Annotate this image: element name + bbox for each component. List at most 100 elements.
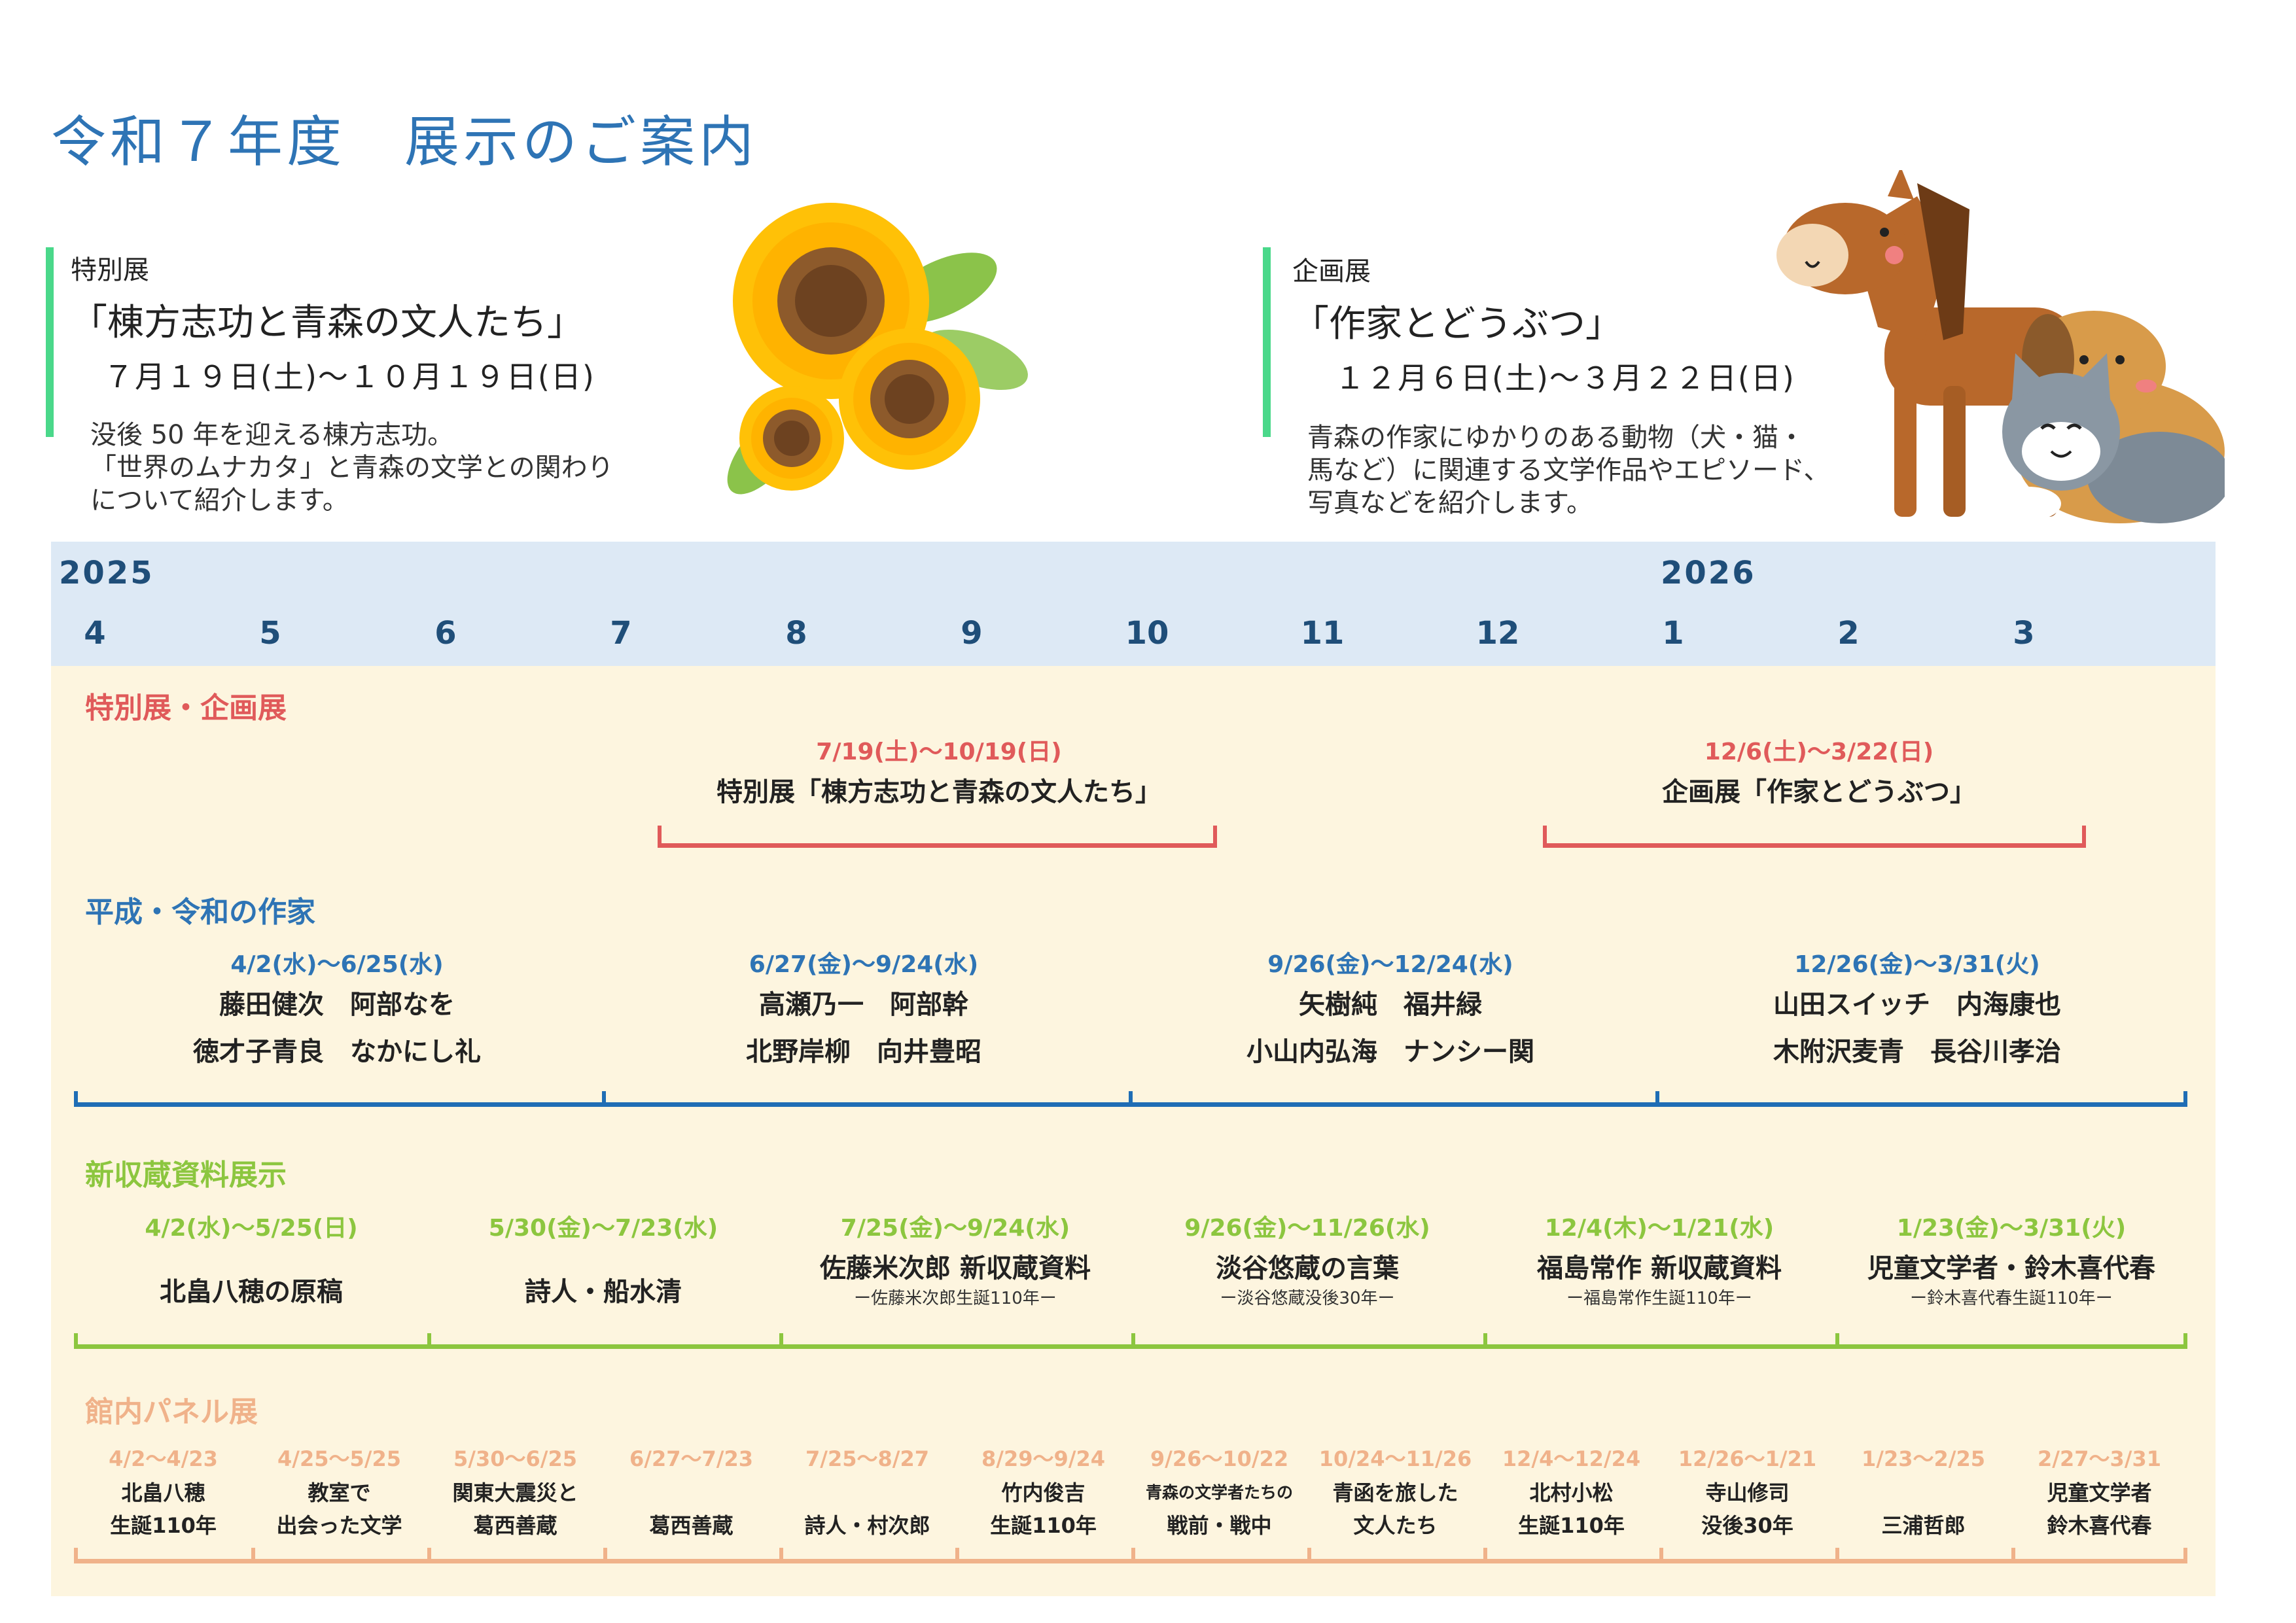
panel-tick bbox=[779, 1548, 783, 1563]
segment-line: 生誕110年 bbox=[110, 1513, 217, 1538]
authors-tick bbox=[2183, 1091, 2187, 1107]
sunflower-illustration bbox=[727, 203, 1028, 495]
authors-tick bbox=[1655, 1091, 1659, 1107]
panel-segment: 5/30～6/25 関東大震災と 葛西善蔵 bbox=[427, 1442, 603, 1542]
segment-title: 福島常作 新収蔵資料 bbox=[1537, 1253, 1782, 1283]
segment-authors-line: 矢樹純 福井緑 bbox=[1299, 990, 1482, 1020]
segment-subtitle: ー福島常作生誕110年ー bbox=[1566, 1289, 1752, 1308]
segment-line: 北畠八穂 bbox=[121, 1480, 205, 1505]
segment-authors-line: 木附沢麦青 長谷川孝治 bbox=[1773, 1037, 2061, 1067]
panel-tick bbox=[427, 1548, 431, 1563]
authors-segment: 9/26(金)～12/24(水) 矢樹純 福井緑 小山内弘海 ナンシー関 bbox=[1129, 945, 1652, 1077]
segment-date: 6/27(金)～9/24(水) bbox=[749, 951, 979, 978]
special-desc-line: について紹介します。 bbox=[90, 485, 349, 515]
segment-date: 7/25～8/27 bbox=[805, 1446, 929, 1471]
special-desc-line: 没後 50 年を迎える棟方志功。 bbox=[90, 420, 454, 450]
segment-line: 生誕110年 bbox=[990, 1513, 1097, 1538]
segment-title: 詩人・船水清 bbox=[525, 1277, 682, 1307]
segment-title: 淡谷悠蔵の言葉 bbox=[1216, 1253, 1399, 1283]
panel-timeline-line bbox=[74, 1559, 2187, 1563]
planned-period-bracket bbox=[1543, 826, 2086, 848]
planned-exhibit-description: 青森の作家にゆかりのある動物（犬・猫・ 馬など）に関連する文学作品やエピソード、… bbox=[1307, 421, 1829, 519]
panel-segment: 4/2～4/23 北畠八穂 生誕110年 bbox=[75, 1442, 251, 1542]
segment-date: 5/30～6/25 bbox=[453, 1446, 577, 1471]
segment-date: 6/27～7/23 bbox=[629, 1446, 753, 1471]
segment-line: 生誕110年 bbox=[1518, 1513, 1625, 1538]
year-label-2026: 2026 bbox=[1661, 555, 1756, 591]
planned-kind-label: 企画展 bbox=[1292, 256, 1371, 287]
segment-date: 9/26～10/22 bbox=[1150, 1446, 1289, 1471]
segment-line: 文人たち bbox=[1353, 1513, 1438, 1538]
special-accent-bar bbox=[46, 247, 54, 437]
page-title: 令和７年度 展示のご案内 bbox=[51, 110, 758, 174]
special-segment: 7/19(土)～10/19(日) 特別展「棟方志功と青森の文人たち」 bbox=[661, 733, 1217, 818]
segment-line: 葛西善蔵 bbox=[473, 1513, 557, 1538]
segment-line: 北村小松 bbox=[1529, 1480, 1614, 1505]
planned-accent-bar bbox=[1263, 247, 1271, 437]
new-acq-tick bbox=[2183, 1333, 2187, 1349]
segment-date: 4/2(水)～6/25(水) bbox=[230, 951, 444, 978]
segment-authors-line: 高瀬乃一 阿部幹 bbox=[759, 990, 968, 1020]
segment-date: 2/27～3/31 bbox=[2038, 1446, 2161, 1471]
panel-tick bbox=[2011, 1548, 2015, 1563]
segment-date: 12/26～1/21 bbox=[1678, 1446, 1817, 1471]
segment-title: 児童文学者・鈴木喜代春 bbox=[1867, 1253, 2155, 1283]
segment-date: 5/30(金)～7/23(水) bbox=[488, 1215, 718, 1242]
new-acq-timeline-line bbox=[74, 1344, 2187, 1349]
segment-line: 寺山修司 bbox=[1705, 1480, 1790, 1505]
panel-segment: 6/27～7/23 葛西善蔵 bbox=[603, 1442, 779, 1542]
panel-tick bbox=[1659, 1548, 1663, 1563]
panel-segment: 12/4～12/24 北村小松 生誕110年 bbox=[1483, 1442, 1659, 1542]
segment-date: 7/19(土)～10/19(日) bbox=[816, 739, 1062, 765]
month-label: 1 bbox=[1662, 615, 1684, 652]
segment-line: 児童文学者 bbox=[2047, 1480, 2152, 1505]
panel-segment: 1/23～2/25 三浦哲郎 bbox=[1835, 1442, 2011, 1542]
month-label: 5 bbox=[259, 615, 281, 652]
segment-subtitle: ー鈴木喜代春生誕110年ー bbox=[1910, 1289, 2113, 1308]
new-acq-segment: 7/25(金)～9/24(水) 佐藤米次郎 新収蔵資料 ー佐藤米次郎生誕110年… bbox=[779, 1209, 1131, 1309]
segment-date: 4/25～5/25 bbox=[277, 1446, 401, 1471]
segment-line: 青森の文学者たちの bbox=[1145, 1483, 1293, 1502]
month-label: 10 bbox=[1125, 615, 1169, 652]
planned-exhibit-dates: １２月６日(土)～３月２２日(日) bbox=[1335, 360, 1795, 396]
segment-line: 青函を旅した bbox=[1332, 1480, 1458, 1505]
segment-line: 竹内俊吉 bbox=[1001, 1480, 1086, 1505]
segment-line: 没後30年 bbox=[1701, 1513, 1793, 1538]
year-label-2025: 2025 bbox=[59, 555, 154, 591]
special-kind-label: 特別展 bbox=[71, 255, 149, 285]
new-acq-segment: 4/2(水)～5/25(日) 北畠八穂の原稿 bbox=[75, 1209, 427, 1318]
month-label: 2 bbox=[1837, 615, 1860, 652]
segment-authors-line: 小山内弘海 ナンシー関 bbox=[1246, 1037, 1534, 1067]
authors-tick bbox=[602, 1091, 606, 1107]
timeline-month-header bbox=[51, 542, 2216, 666]
panel-tick bbox=[1307, 1548, 1311, 1563]
panel-segment: 7/25～8/27 詩人・村次郎 bbox=[779, 1442, 955, 1542]
segment-line bbox=[603, 1476, 779, 1509]
cat-icon bbox=[1996, 353, 2225, 523]
animals-illustration bbox=[1776, 170, 2225, 523]
segment-date: 4/2～4/23 bbox=[109, 1446, 218, 1471]
segment-date: 7/25(金)～9/24(水) bbox=[840, 1215, 1070, 1242]
segment-line: 出会った文学 bbox=[276, 1513, 402, 1538]
panel-tick bbox=[603, 1548, 607, 1563]
panel-tick bbox=[2183, 1548, 2187, 1563]
new-acq-tick bbox=[427, 1333, 431, 1349]
segment-date: 1/23(金)～3/31(火) bbox=[1896, 1215, 2127, 1242]
special-desc-line: 「世界のムナカタ」と青森の文学との関わり bbox=[90, 453, 614, 483]
segment-line: 関東大震災と bbox=[452, 1480, 578, 1505]
month-label: 11 bbox=[1300, 615, 1345, 652]
panel-segment: 2/27～3/31 児童文学者 鈴木喜代春 bbox=[2011, 1442, 2187, 1542]
special-exhibit-name: 「棟方志功と青森の文人たち」 bbox=[71, 302, 584, 344]
panel-tick bbox=[74, 1548, 78, 1563]
panel-tick bbox=[1483, 1548, 1487, 1563]
new-acq-segment: 9/26(金)～11/26(水) 淡谷悠蔵の言葉 ー淡谷悠蔵没後30年ー bbox=[1131, 1209, 1483, 1309]
month-label: 3 bbox=[2013, 615, 2035, 652]
new-acq-segment: 12/4(木)～1/21(水) 福島常作 新収蔵資料 ー福島常作生誕110年ー bbox=[1483, 1209, 1835, 1309]
segment-subtitle: ー佐藤米次郎生誕110年ー bbox=[854, 1289, 1057, 1308]
segment-date: 4/2(水)～5/25(日) bbox=[145, 1215, 358, 1242]
panel-tick bbox=[955, 1548, 959, 1563]
segment-date: 12/4～12/24 bbox=[1502, 1446, 1641, 1471]
segment-subtitle: ー淡谷悠蔵没後30年ー bbox=[1220, 1289, 1395, 1308]
panel-tick bbox=[1835, 1548, 1839, 1563]
new-acq-segment: 1/23(金)～3/31(火) 児童文学者・鈴木喜代春 ー鈴木喜代春生誕110年… bbox=[1835, 1209, 2187, 1309]
